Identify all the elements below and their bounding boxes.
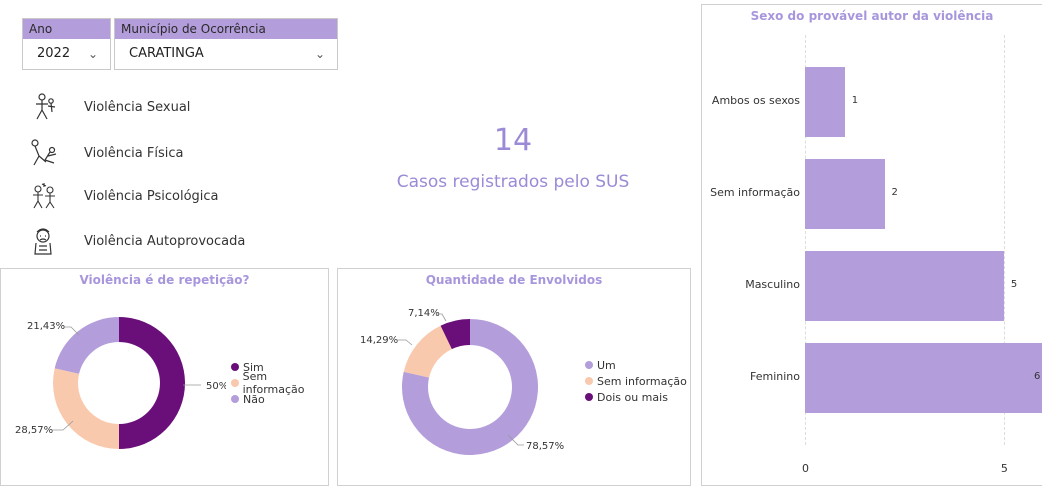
violence-type-sexual[interactable]: Violência Sexual (28, 92, 190, 122)
legend-label: Sim (243, 360, 264, 374)
bar-masculino[interactable] (805, 251, 1004, 321)
donut-slice-sim[interactable] (119, 317, 185, 449)
legend-item[interactable]: Não (231, 391, 328, 407)
chevron-down-icon[interactable]: ⌄ (87, 47, 98, 61)
legend-label: Sem informação (242, 370, 305, 396)
gridline (805, 35, 806, 445)
year-filter-header: Ano (23, 19, 110, 39)
chart-legend: Um Sem informação Dois ou mais (585, 357, 687, 405)
donut-slice-não[interactable] (54, 317, 119, 374)
year-value: 2022 (37, 46, 71, 61)
legend-dot (585, 361, 593, 369)
donut-slice-dois-ou-mais[interactable] (440, 319, 470, 350)
legend-item[interactable]: Um (585, 357, 687, 373)
violence-type-label: Violência Autoprovocada (84, 233, 246, 249)
repetition-chart-panel: Violência é de repetição? 21,43% 50% 28,… (0, 268, 329, 486)
legend-item[interactable]: Sim (231, 359, 328, 375)
repetition-donut-chart[interactable]: 21,43% 50% 28,57% (1, 285, 226, 485)
year-filter[interactable]: Ano 2022 ⌄ (22, 18, 111, 70)
legend-item[interactable]: Sem informação (585, 373, 687, 389)
violence-type-physical[interactable]: Violência Física (28, 138, 183, 168)
gridline (1003, 35, 1005, 445)
data-label: 7,14% (408, 308, 440, 319)
chevron-down-icon[interactable]: ⌄ (314, 47, 325, 61)
data-label: 1 (851, 95, 859, 106)
category-label: Sem informação (710, 186, 800, 199)
donut-slice-sem-informação[interactable] (52, 368, 119, 449)
data-label: 6 (1034, 371, 1041, 382)
cases-count: 14 (493, 123, 533, 158)
municipality-dropdown[interactable]: CARATINGA ⌄ (115, 39, 337, 69)
involved-donut-chart[interactable]: 7,14% 14,29% 78,57% (338, 285, 578, 485)
bar-feminino[interactable] (805, 343, 1042, 413)
x-tick-label: 5 (1000, 462, 1008, 475)
legend-dot (585, 393, 593, 401)
municipality-filter[interactable]: Município de Ocorrência CARATINGA ⌄ (114, 18, 338, 70)
author-sex-chart-panel: Sexo do provável autor da violência Ambo… (701, 4, 1042, 486)
chart-title: Quantidade de Envolvidos (425, 273, 603, 287)
physical-violence-icon (31, 139, 57, 166)
donut-slice-sem-informação[interactable] (403, 325, 452, 378)
legend-dot (231, 379, 239, 387)
legend-dot (231, 395, 239, 403)
data-label: 50% (206, 381, 226, 392)
donut-slice-um[interactable] (402, 319, 538, 455)
bar-sem-informação[interactable] (805, 159, 885, 229)
violence-type-psychological[interactable]: Violência Psicológica (28, 181, 219, 211)
data-label: 14,29% (360, 335, 398, 346)
chart-title: Sexo do provável autor da violência (750, 9, 994, 23)
data-label: 2 (891, 187, 898, 198)
data-label: 5 (1010, 279, 1018, 290)
violence-type-label: Violência Física (84, 145, 184, 161)
psychological-violence-icon (33, 183, 55, 209)
category-label: Feminino (750, 370, 800, 383)
legend-item[interactable]: Sem informação (231, 370, 328, 396)
violence-type-self-harm[interactable]: Violência Autoprovocada (28, 226, 245, 256)
data-label: 28,57% (15, 425, 53, 436)
sexual-violence-icon (36, 93, 56, 120)
cases-label: Casos registrados pelo SUS (396, 172, 630, 192)
bar-ambos-os-sexos[interactable] (805, 67, 845, 137)
involved-chart-panel: Quantidade de Envolvidos 7,14% 14,29% 78… (337, 268, 691, 486)
data-label: 78,57% (526, 441, 564, 452)
chart-title: Violência é de repetição? (79, 273, 250, 287)
year-dropdown[interactable]: 2022 ⌄ (23, 39, 110, 69)
chart-legend: Sim Sem informação Não (231, 359, 328, 407)
legend-label: Dois ou mais (597, 390, 668, 404)
category-label: Masculino (745, 278, 800, 291)
violence-type-label: Violência Psicológica (84, 188, 219, 204)
municipality-filter-header: Município de Ocorrência (115, 19, 337, 39)
legend-label: Não (243, 392, 265, 406)
municipality-value: CARATINGA (129, 46, 204, 61)
legend-dot (585, 377, 593, 385)
legend-dot (231, 363, 239, 371)
legend-label: Sem informação (597, 374, 687, 388)
category-label: Ambos os sexos (711, 94, 800, 107)
violence-type-label: Violência Sexual (84, 99, 191, 115)
legend-label: Um (597, 358, 616, 372)
x-tick-label: 0 (802, 462, 809, 475)
legend-item[interactable]: Dois ou mais (585, 389, 687, 405)
self-harm-icon (34, 228, 52, 255)
data-label: 21,43% (27, 321, 65, 332)
